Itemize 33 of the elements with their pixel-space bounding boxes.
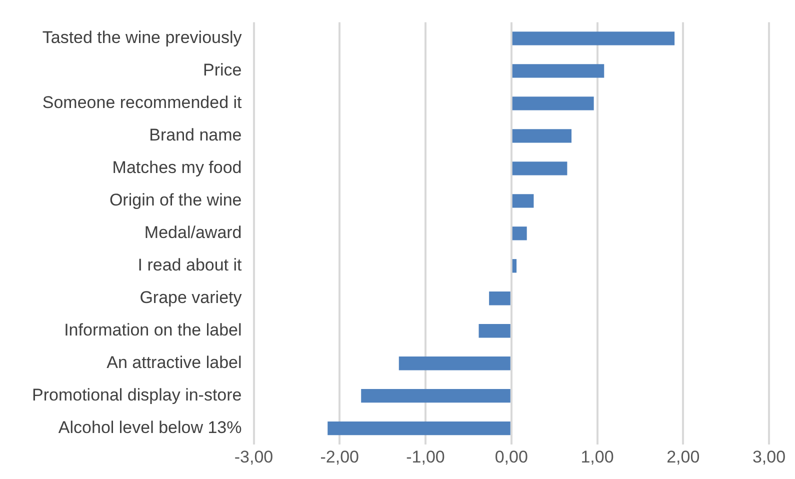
bar (478, 324, 510, 338)
y-tick-label: Tasted the wine previously (42, 28, 242, 48)
bar (398, 356, 510, 370)
x-tick-label: 0,00 (494, 447, 528, 466)
bar (328, 422, 510, 436)
bar (361, 389, 510, 403)
y-tick-label: I read about it (138, 256, 242, 275)
y-tick-label: An attractive label (106, 353, 242, 372)
y-tick-label: Brand name (149, 126, 242, 145)
y-tick-label: Origin of the wine (109, 190, 242, 210)
x-tick-label: -1,00 (406, 447, 445, 466)
x-tick-label: 2,00 (666, 447, 700, 466)
bar (512, 129, 572, 143)
x-tick-label: 3,00 (752, 447, 786, 466)
bar (512, 194, 534, 208)
bar (512, 162, 568, 176)
y-tick-label: Promotional display in-store (32, 386, 242, 405)
y-tick-label: Someone recommended it (42, 93, 242, 112)
x-tick-label: 1,00 (580, 447, 614, 466)
bar (512, 64, 604, 78)
x-tick-label: -2,00 (320, 447, 360, 466)
bar (512, 96, 594, 110)
y-tick-label: Alcohol level below 13% (58, 418, 242, 438)
y-tick-label: Price (203, 60, 242, 80)
bar (512, 226, 527, 240)
y-tick-label: Matches my food (112, 158, 242, 178)
bar (489, 292, 510, 306)
y-tick-label: Grape variety (140, 288, 242, 308)
x-tick-label: -3,00 (234, 447, 274, 466)
y-tick-label: Medal/award (144, 223, 242, 242)
bar (512, 259, 517, 273)
y-tick-label: Information on the label (64, 320, 242, 340)
bar (512, 32, 675, 46)
